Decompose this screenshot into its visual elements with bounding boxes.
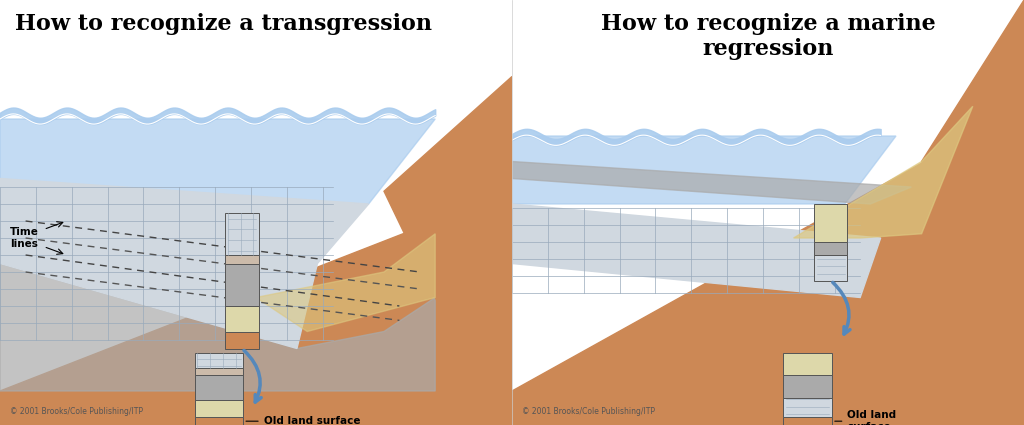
Bar [225, 212, 258, 255]
Polygon shape [0, 119, 435, 204]
Polygon shape [512, 106, 1024, 425]
Bar [783, 353, 831, 375]
Bar [783, 417, 831, 425]
Bar [814, 255, 847, 280]
Polygon shape [0, 191, 512, 425]
Polygon shape [512, 136, 896, 204]
Bar [225, 332, 258, 348]
Text: Old land
surface: Old land surface [835, 411, 896, 425]
Bar [225, 255, 258, 264]
Polygon shape [512, 162, 911, 204]
FancyArrowPatch shape [244, 350, 261, 402]
Polygon shape [0, 178, 369, 348]
Bar [814, 204, 847, 242]
Polygon shape [922, 0, 1024, 425]
FancyArrowPatch shape [833, 282, 850, 334]
Text: Old land surface: Old land surface [246, 416, 360, 425]
Bar [225, 306, 258, 332]
Bar [195, 368, 244, 375]
Polygon shape [384, 76, 512, 425]
Bar [195, 417, 244, 425]
Polygon shape [0, 264, 435, 391]
Bar [783, 398, 831, 417]
Bar [195, 353, 244, 368]
Text: How to recognize a transgression: How to recognize a transgression [15, 13, 432, 35]
Text: How to recognize a marine
regression: How to recognize a marine regression [601, 13, 935, 60]
Bar [195, 375, 244, 400]
Text: © 2001 Brooks/Cole Publishing/ITP: © 2001 Brooks/Cole Publishing/ITP [522, 408, 655, 416]
Polygon shape [794, 106, 973, 238]
Bar [225, 264, 258, 306]
Polygon shape [512, 204, 881, 298]
Polygon shape [256, 234, 435, 332]
Text: © 2001 Brooks/Cole Publishing/ITP: © 2001 Brooks/Cole Publishing/ITP [10, 408, 143, 416]
Bar [195, 400, 244, 417]
Text: Time
lines: Time lines [10, 227, 39, 249]
Bar [783, 375, 831, 398]
Bar [814, 242, 847, 255]
